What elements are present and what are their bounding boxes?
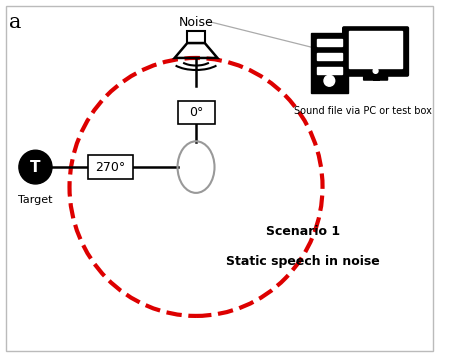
Text: 270°: 270° — [95, 161, 126, 174]
FancyBboxPatch shape — [342, 26, 409, 77]
Text: 0°: 0° — [189, 106, 203, 119]
Circle shape — [19, 150, 52, 184]
Bar — [187, 31, 205, 43]
Circle shape — [373, 68, 378, 73]
Bar — [311, 33, 348, 93]
FancyBboxPatch shape — [177, 101, 215, 125]
Text: Noise: Noise — [179, 16, 213, 29]
FancyBboxPatch shape — [363, 73, 388, 81]
Bar — [349, 31, 402, 68]
Text: Target: Target — [18, 195, 53, 205]
FancyBboxPatch shape — [88, 155, 133, 179]
Text: T: T — [30, 160, 41, 175]
Bar — [317, 53, 342, 60]
Text: Scenario 1: Scenario 1 — [266, 225, 340, 238]
Text: a: a — [9, 13, 22, 32]
Bar — [317, 39, 342, 46]
Text: Sound file via PC or test box: Sound file via PC or test box — [295, 106, 432, 116]
Circle shape — [324, 75, 335, 86]
Bar — [317, 67, 342, 74]
Text: Static speech in noise: Static speech in noise — [226, 255, 380, 268]
